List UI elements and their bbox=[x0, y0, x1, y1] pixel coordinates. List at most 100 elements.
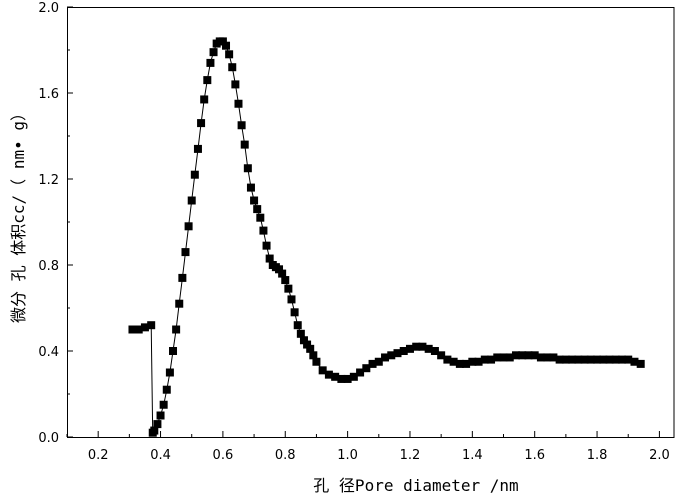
data-point bbox=[337, 374, 346, 383]
x-axis-title: 孔 径Pore diameter /nm bbox=[313, 476, 518, 495]
data-point bbox=[184, 222, 193, 231]
data-point bbox=[374, 357, 383, 366]
data-point bbox=[222, 41, 231, 50]
data-point bbox=[624, 355, 633, 364]
data-point bbox=[580, 355, 589, 364]
data-point bbox=[393, 349, 402, 358]
data-point bbox=[468, 357, 477, 366]
data-point bbox=[399, 347, 408, 355]
data-point bbox=[449, 357, 458, 366]
y-tick-label: 0.8 bbox=[38, 259, 59, 274]
data-point bbox=[284, 284, 293, 293]
x-tick-label: 0.4 bbox=[150, 448, 171, 463]
data-point bbox=[543, 353, 552, 362]
data-point bbox=[200, 95, 209, 104]
data-point bbox=[493, 353, 502, 362]
data-point bbox=[586, 355, 595, 364]
x-tick-label: 0.8 bbox=[275, 448, 296, 463]
data-point bbox=[299, 336, 308, 345]
data-point bbox=[134, 325, 143, 334]
data-point bbox=[296, 329, 305, 338]
data-point bbox=[203, 76, 212, 85]
data-point bbox=[128, 325, 137, 334]
y-tick-label: 2.0 bbox=[38, 1, 59, 16]
data-point bbox=[362, 364, 371, 373]
x-tick-label: 1.4 bbox=[462, 448, 483, 463]
data-point bbox=[140, 323, 149, 332]
data-point bbox=[197, 119, 206, 128]
plot-frame bbox=[67, 7, 675, 438]
series-path bbox=[132, 40, 641, 435]
data-point bbox=[536, 353, 545, 362]
data-point bbox=[309, 351, 318, 360]
data-point bbox=[231, 80, 240, 89]
data-point bbox=[306, 344, 315, 353]
data-point bbox=[443, 355, 452, 364]
data-point bbox=[505, 353, 514, 362]
data-point bbox=[262, 241, 271, 250]
data-point bbox=[237, 121, 246, 130]
y-axis-title: 微分 孔 体积cc/（ nm• g） bbox=[9, 105, 28, 323]
series-markers bbox=[128, 37, 645, 437]
y-tick-label: 1.6 bbox=[38, 87, 59, 102]
data-point bbox=[405, 344, 414, 353]
data-point bbox=[318, 366, 327, 375]
data-point bbox=[206, 58, 215, 67]
x-axis-ticks: 0.2 0.4 0.6 0.8 1.0 1.2 1.4 1.6 1.8 2.0 bbox=[66, 431, 670, 463]
data-point bbox=[293, 321, 302, 330]
data-point bbox=[303, 340, 312, 349]
x-tick-label: 0.2 bbox=[88, 448, 109, 463]
data-point bbox=[169, 347, 178, 355]
y-tick-label: 0.4 bbox=[38, 345, 59, 360]
data-point bbox=[281, 276, 290, 285]
data-point bbox=[524, 351, 533, 360]
data-point bbox=[387, 351, 396, 360]
data-point bbox=[561, 355, 570, 364]
data-point bbox=[530, 351, 539, 360]
data-point bbox=[418, 342, 427, 351]
y-axis-ticks: 0.0 0.4 0.8 1.2 1.6 2.0 bbox=[38, 1, 73, 446]
data-point bbox=[246, 183, 255, 192]
data-point bbox=[480, 355, 489, 364]
data-point bbox=[455, 359, 464, 368]
data-point bbox=[218, 37, 227, 46]
x-tick-label: 1.6 bbox=[524, 448, 545, 463]
data-point bbox=[605, 355, 614, 364]
data-point bbox=[240, 140, 249, 149]
plot-border bbox=[67, 7, 675, 438]
data-point bbox=[290, 308, 299, 317]
data-point bbox=[175, 299, 184, 308]
data-point bbox=[437, 351, 446, 360]
data-point bbox=[617, 355, 626, 364]
data-point bbox=[331, 372, 340, 381]
data-point bbox=[193, 144, 202, 153]
x-tick-label: 1.0 bbox=[337, 448, 358, 463]
x-tick-label: 0.6 bbox=[213, 448, 234, 463]
data-point bbox=[356, 368, 365, 377]
data-point bbox=[190, 170, 199, 179]
series-line bbox=[132, 40, 641, 435]
data-point bbox=[278, 269, 287, 278]
data-point bbox=[243, 164, 252, 173]
data-point bbox=[412, 342, 421, 351]
data-point bbox=[156, 411, 165, 420]
data-point bbox=[253, 205, 262, 214]
data-point bbox=[487, 355, 496, 364]
data-point bbox=[349, 372, 358, 381]
data-point bbox=[187, 196, 196, 205]
data-point bbox=[150, 426, 159, 435]
data-point bbox=[430, 347, 439, 355]
data-point bbox=[518, 351, 527, 360]
data-point bbox=[424, 344, 433, 353]
data-point bbox=[599, 355, 608, 364]
data-point bbox=[630, 357, 639, 366]
data-point bbox=[225, 50, 234, 59]
x-tick-label: 1.8 bbox=[587, 448, 608, 463]
data-point bbox=[511, 351, 520, 360]
data-point bbox=[462, 359, 471, 368]
data-point bbox=[178, 273, 187, 282]
data-point bbox=[611, 355, 620, 364]
data-point bbox=[287, 295, 296, 304]
data-point bbox=[147, 321, 156, 330]
